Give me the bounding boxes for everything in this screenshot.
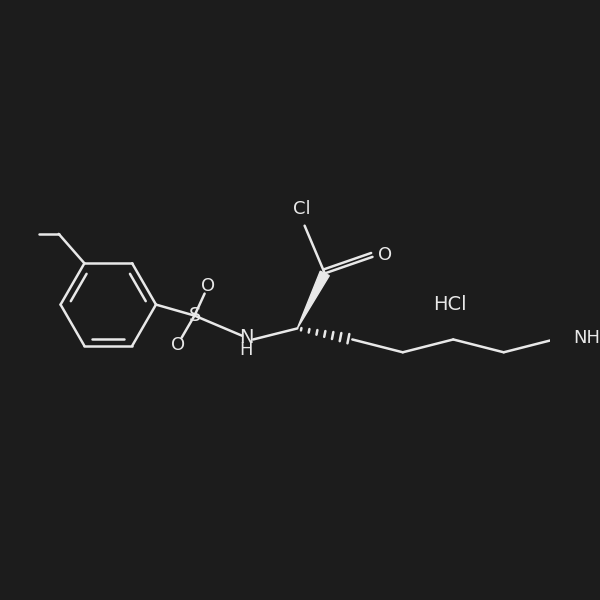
Text: O: O	[201, 277, 215, 295]
Text: O: O	[171, 336, 185, 354]
Text: N: N	[239, 328, 253, 347]
Text: O: O	[378, 246, 392, 264]
Polygon shape	[297, 271, 329, 328]
Text: HCl: HCl	[433, 295, 466, 314]
Text: H: H	[239, 341, 253, 359]
Text: Cl: Cl	[293, 200, 311, 218]
Text: NH₂: NH₂	[574, 329, 600, 347]
Text: S: S	[188, 306, 200, 325]
